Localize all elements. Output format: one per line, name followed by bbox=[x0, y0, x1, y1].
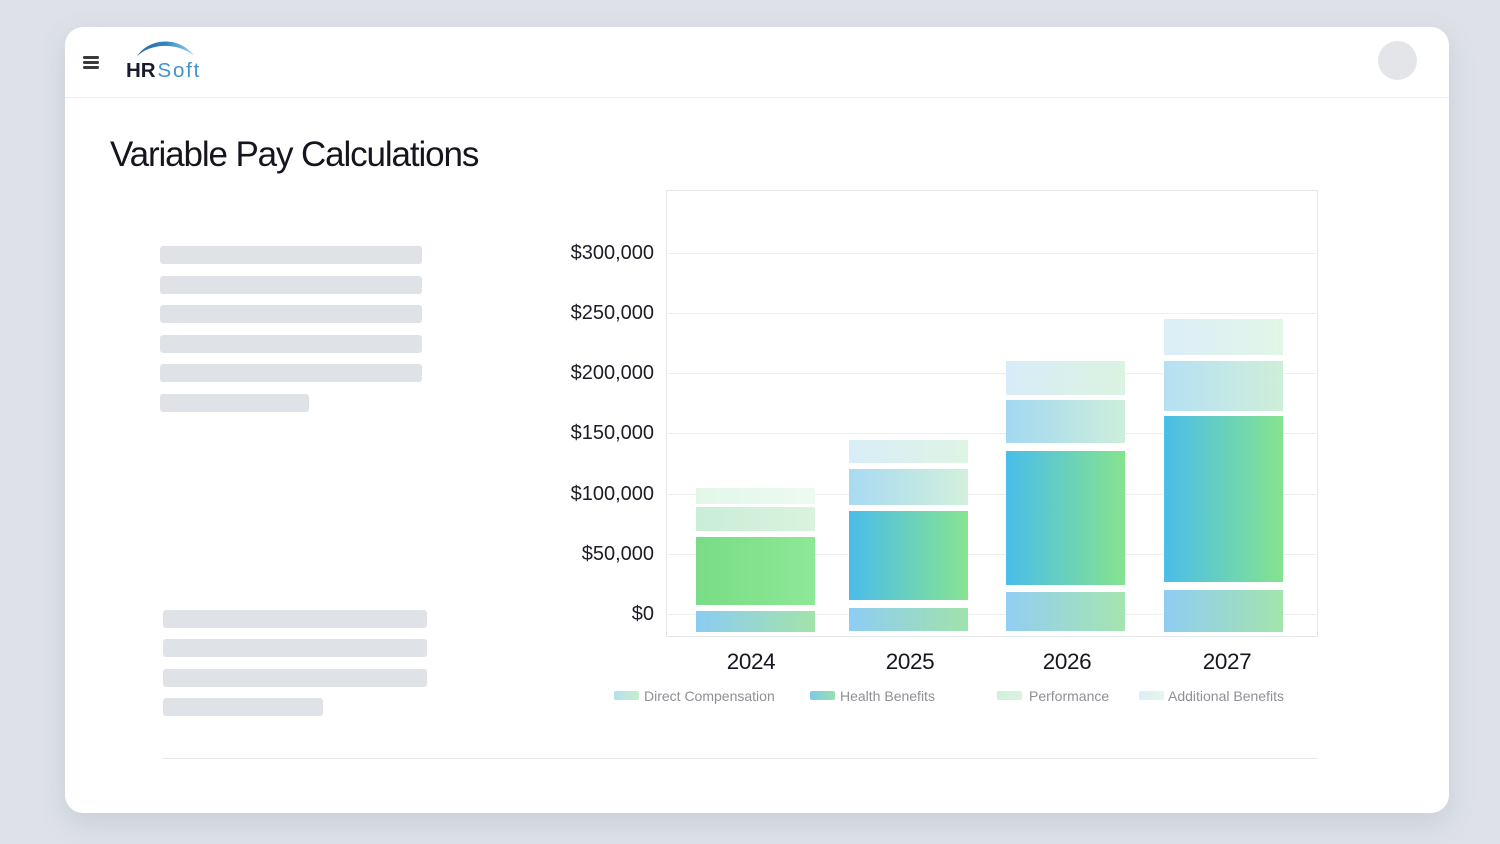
svg-text:HR: HR bbox=[126, 59, 156, 82]
svg-text:Soft: Soft bbox=[158, 59, 202, 82]
